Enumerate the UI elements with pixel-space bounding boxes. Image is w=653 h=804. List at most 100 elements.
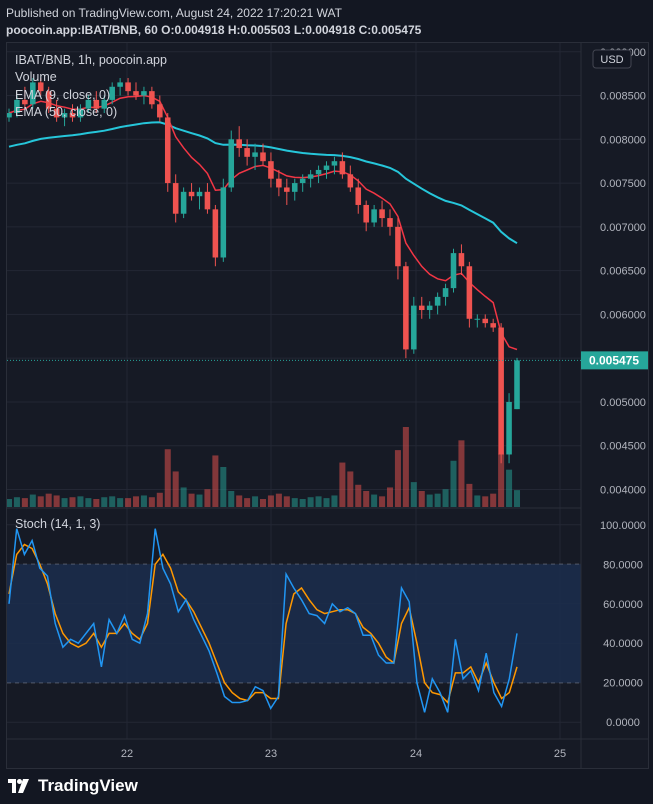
volume-bar xyxy=(299,499,306,507)
candle-body xyxy=(196,191,203,197)
volume-bar xyxy=(498,453,505,507)
volume-bar xyxy=(252,496,259,507)
candle-body xyxy=(506,401,512,455)
last-price-box xyxy=(581,351,648,370)
candle-body xyxy=(482,318,489,324)
candle-body xyxy=(117,82,123,87)
volume-bar xyxy=(363,491,370,507)
tradingview-brand: TradingView xyxy=(38,776,138,795)
volume-bar xyxy=(156,492,163,507)
currency-button-label: USD xyxy=(600,54,623,66)
stoch-tick-label: 20.0000 xyxy=(603,678,643,690)
chart-frame: 222324250.0090000.0085000.0080000.007500… xyxy=(6,42,649,769)
volume-bar xyxy=(85,498,92,507)
candle-body xyxy=(284,187,290,192)
volume-bar xyxy=(394,450,401,507)
candle-body xyxy=(37,82,44,92)
candle-body xyxy=(228,139,235,188)
volume-bar xyxy=(418,491,425,507)
stoch-legend: Stoch (14, 1, 3) xyxy=(15,517,100,531)
chart-header: Published on TradingView.com, August 24,… xyxy=(0,0,653,40)
footer: TradingView xyxy=(0,770,653,804)
candle-body xyxy=(276,178,282,188)
candle-body xyxy=(172,183,179,214)
volume-bar xyxy=(180,487,187,507)
volume-bar xyxy=(228,491,235,507)
price-tick-label: 0.007500 xyxy=(600,178,646,190)
stoch-tick-label: 80.0000 xyxy=(603,559,643,571)
candle-body xyxy=(220,187,227,258)
volume-bar xyxy=(426,494,433,507)
candle-body xyxy=(260,152,266,162)
volume-bar xyxy=(275,493,282,507)
candle-body xyxy=(252,152,258,157)
candle-body xyxy=(125,82,131,92)
volume-bar xyxy=(29,494,36,507)
candle-body xyxy=(109,86,115,100)
volume-bar xyxy=(482,496,489,507)
volume-bar xyxy=(434,493,441,507)
candle-body xyxy=(7,113,12,118)
volume-bar xyxy=(466,483,473,507)
volume-bar xyxy=(506,469,513,507)
price-tick-label: 0.005000 xyxy=(600,397,646,409)
candle-body xyxy=(442,288,449,297)
candle-body xyxy=(315,169,322,175)
volume-bar xyxy=(386,487,394,507)
candle-body xyxy=(53,108,60,118)
volume-bar xyxy=(291,498,298,507)
price-tick-label: 0.006500 xyxy=(600,266,646,278)
volume-bar xyxy=(355,484,362,507)
candle-body xyxy=(458,253,465,267)
candle-body xyxy=(323,165,330,170)
candle-body xyxy=(466,266,473,319)
candle-body xyxy=(244,148,250,157)
volume-bar xyxy=(125,498,132,507)
volume-bar xyxy=(259,499,267,507)
legend-volume: Volume xyxy=(15,70,57,84)
tradingview-logo-icon xyxy=(8,779,29,793)
candle-body xyxy=(387,218,393,227)
volume-bar xyxy=(323,498,330,507)
candle-body xyxy=(339,161,346,175)
symbol-ohlc-line: poocoin.app:IBAT/BNB, 60 O:0.004918 H:0.… xyxy=(6,23,422,37)
price-tick-label: 0.008000 xyxy=(600,134,646,146)
volume-bar xyxy=(212,455,219,507)
volume-bar xyxy=(204,489,211,507)
candle-body xyxy=(307,174,314,179)
volume-bar xyxy=(402,427,409,507)
volume-bar xyxy=(307,497,314,507)
candle-body xyxy=(212,209,219,258)
currency-button[interactable] xyxy=(592,49,632,69)
stoch-tick-label: 40.0000 xyxy=(603,638,643,650)
candle-body xyxy=(45,91,52,109)
price-tick-label: 0.004000 xyxy=(600,484,646,496)
volume-bar xyxy=(37,496,44,507)
x-tick-label: 24 xyxy=(410,748,422,760)
volume-bar xyxy=(196,494,203,507)
candle-body xyxy=(149,91,155,105)
price-tick-label: 0.006000 xyxy=(600,309,646,321)
candlesticks xyxy=(7,78,520,464)
candle-body xyxy=(371,209,377,223)
x-tick-label: 23 xyxy=(265,748,277,760)
volume-bar xyxy=(379,496,386,507)
tradingview-logo[interactable]: TradingView xyxy=(8,776,138,796)
chart-canvas[interactable]: 222324250.0090000.0085000.0080000.007500… xyxy=(7,43,648,768)
candle-body xyxy=(379,209,385,219)
volume-bar xyxy=(450,460,457,507)
volume-bar xyxy=(101,497,108,507)
candle-body xyxy=(188,191,195,197)
volume-bar xyxy=(93,499,100,507)
candle-body xyxy=(299,178,306,184)
volume-bar xyxy=(69,497,76,507)
candle-body xyxy=(347,174,354,188)
volume-bar xyxy=(442,489,449,507)
candle-body xyxy=(434,296,441,306)
volume-bar xyxy=(339,462,346,507)
volume-bar xyxy=(490,493,497,507)
candle-body xyxy=(514,360,520,410)
stoch-lines xyxy=(8,528,518,713)
candle-body xyxy=(85,99,92,109)
price-tick-label: 0.008500 xyxy=(600,91,646,103)
